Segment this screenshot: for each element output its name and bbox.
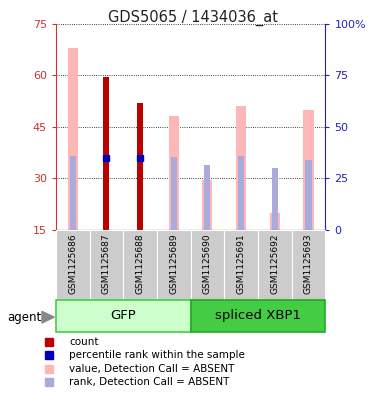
Polygon shape [42, 311, 54, 323]
Text: GSM1125693: GSM1125693 [304, 233, 313, 294]
Bar [191, 230, 224, 301]
Text: GSM1125686: GSM1125686 [68, 233, 77, 294]
Bar [103, 77, 109, 230]
Text: GSM1125687: GSM1125687 [102, 233, 111, 294]
Bar [89, 230, 123, 301]
Text: percentile rank within the sample: percentile rank within the sample [69, 350, 245, 360]
Bar [305, 160, 311, 230]
Bar [270, 213, 280, 230]
Text: value, Detection Call = ABSENT: value, Detection Call = ABSENT [69, 364, 234, 374]
Text: GSM1125690: GSM1125690 [203, 233, 212, 294]
Bar [56, 230, 89, 301]
Text: agent: agent [8, 310, 42, 324]
Bar [171, 157, 177, 230]
Bar [56, 300, 191, 332]
Bar [224, 230, 258, 301]
Bar [191, 300, 325, 332]
Bar [157, 230, 191, 301]
Bar [303, 110, 313, 230]
Bar [137, 103, 143, 230]
Text: GSM1125688: GSM1125688 [136, 233, 144, 294]
Bar [169, 116, 179, 230]
Bar [68, 48, 78, 230]
Bar [236, 106, 246, 230]
Bar [123, 230, 157, 301]
Text: spliced XBP1: spliced XBP1 [215, 309, 301, 323]
Text: count: count [69, 336, 99, 347]
Bar [258, 230, 292, 301]
Bar [70, 156, 76, 230]
Text: rank, Detection Call = ABSENT: rank, Detection Call = ABSENT [69, 377, 229, 387]
Text: GSM1125689: GSM1125689 [169, 233, 178, 294]
Bar [292, 230, 325, 301]
Text: GDS5065 / 1434036_at: GDS5065 / 1434036_at [107, 10, 278, 26]
Text: GSM1125692: GSM1125692 [270, 233, 279, 294]
Bar [238, 156, 244, 230]
Text: GFP: GFP [110, 309, 136, 323]
Bar [203, 180, 213, 230]
Bar [204, 165, 211, 230]
Bar [272, 168, 278, 230]
Text: GSM1125691: GSM1125691 [237, 233, 246, 294]
